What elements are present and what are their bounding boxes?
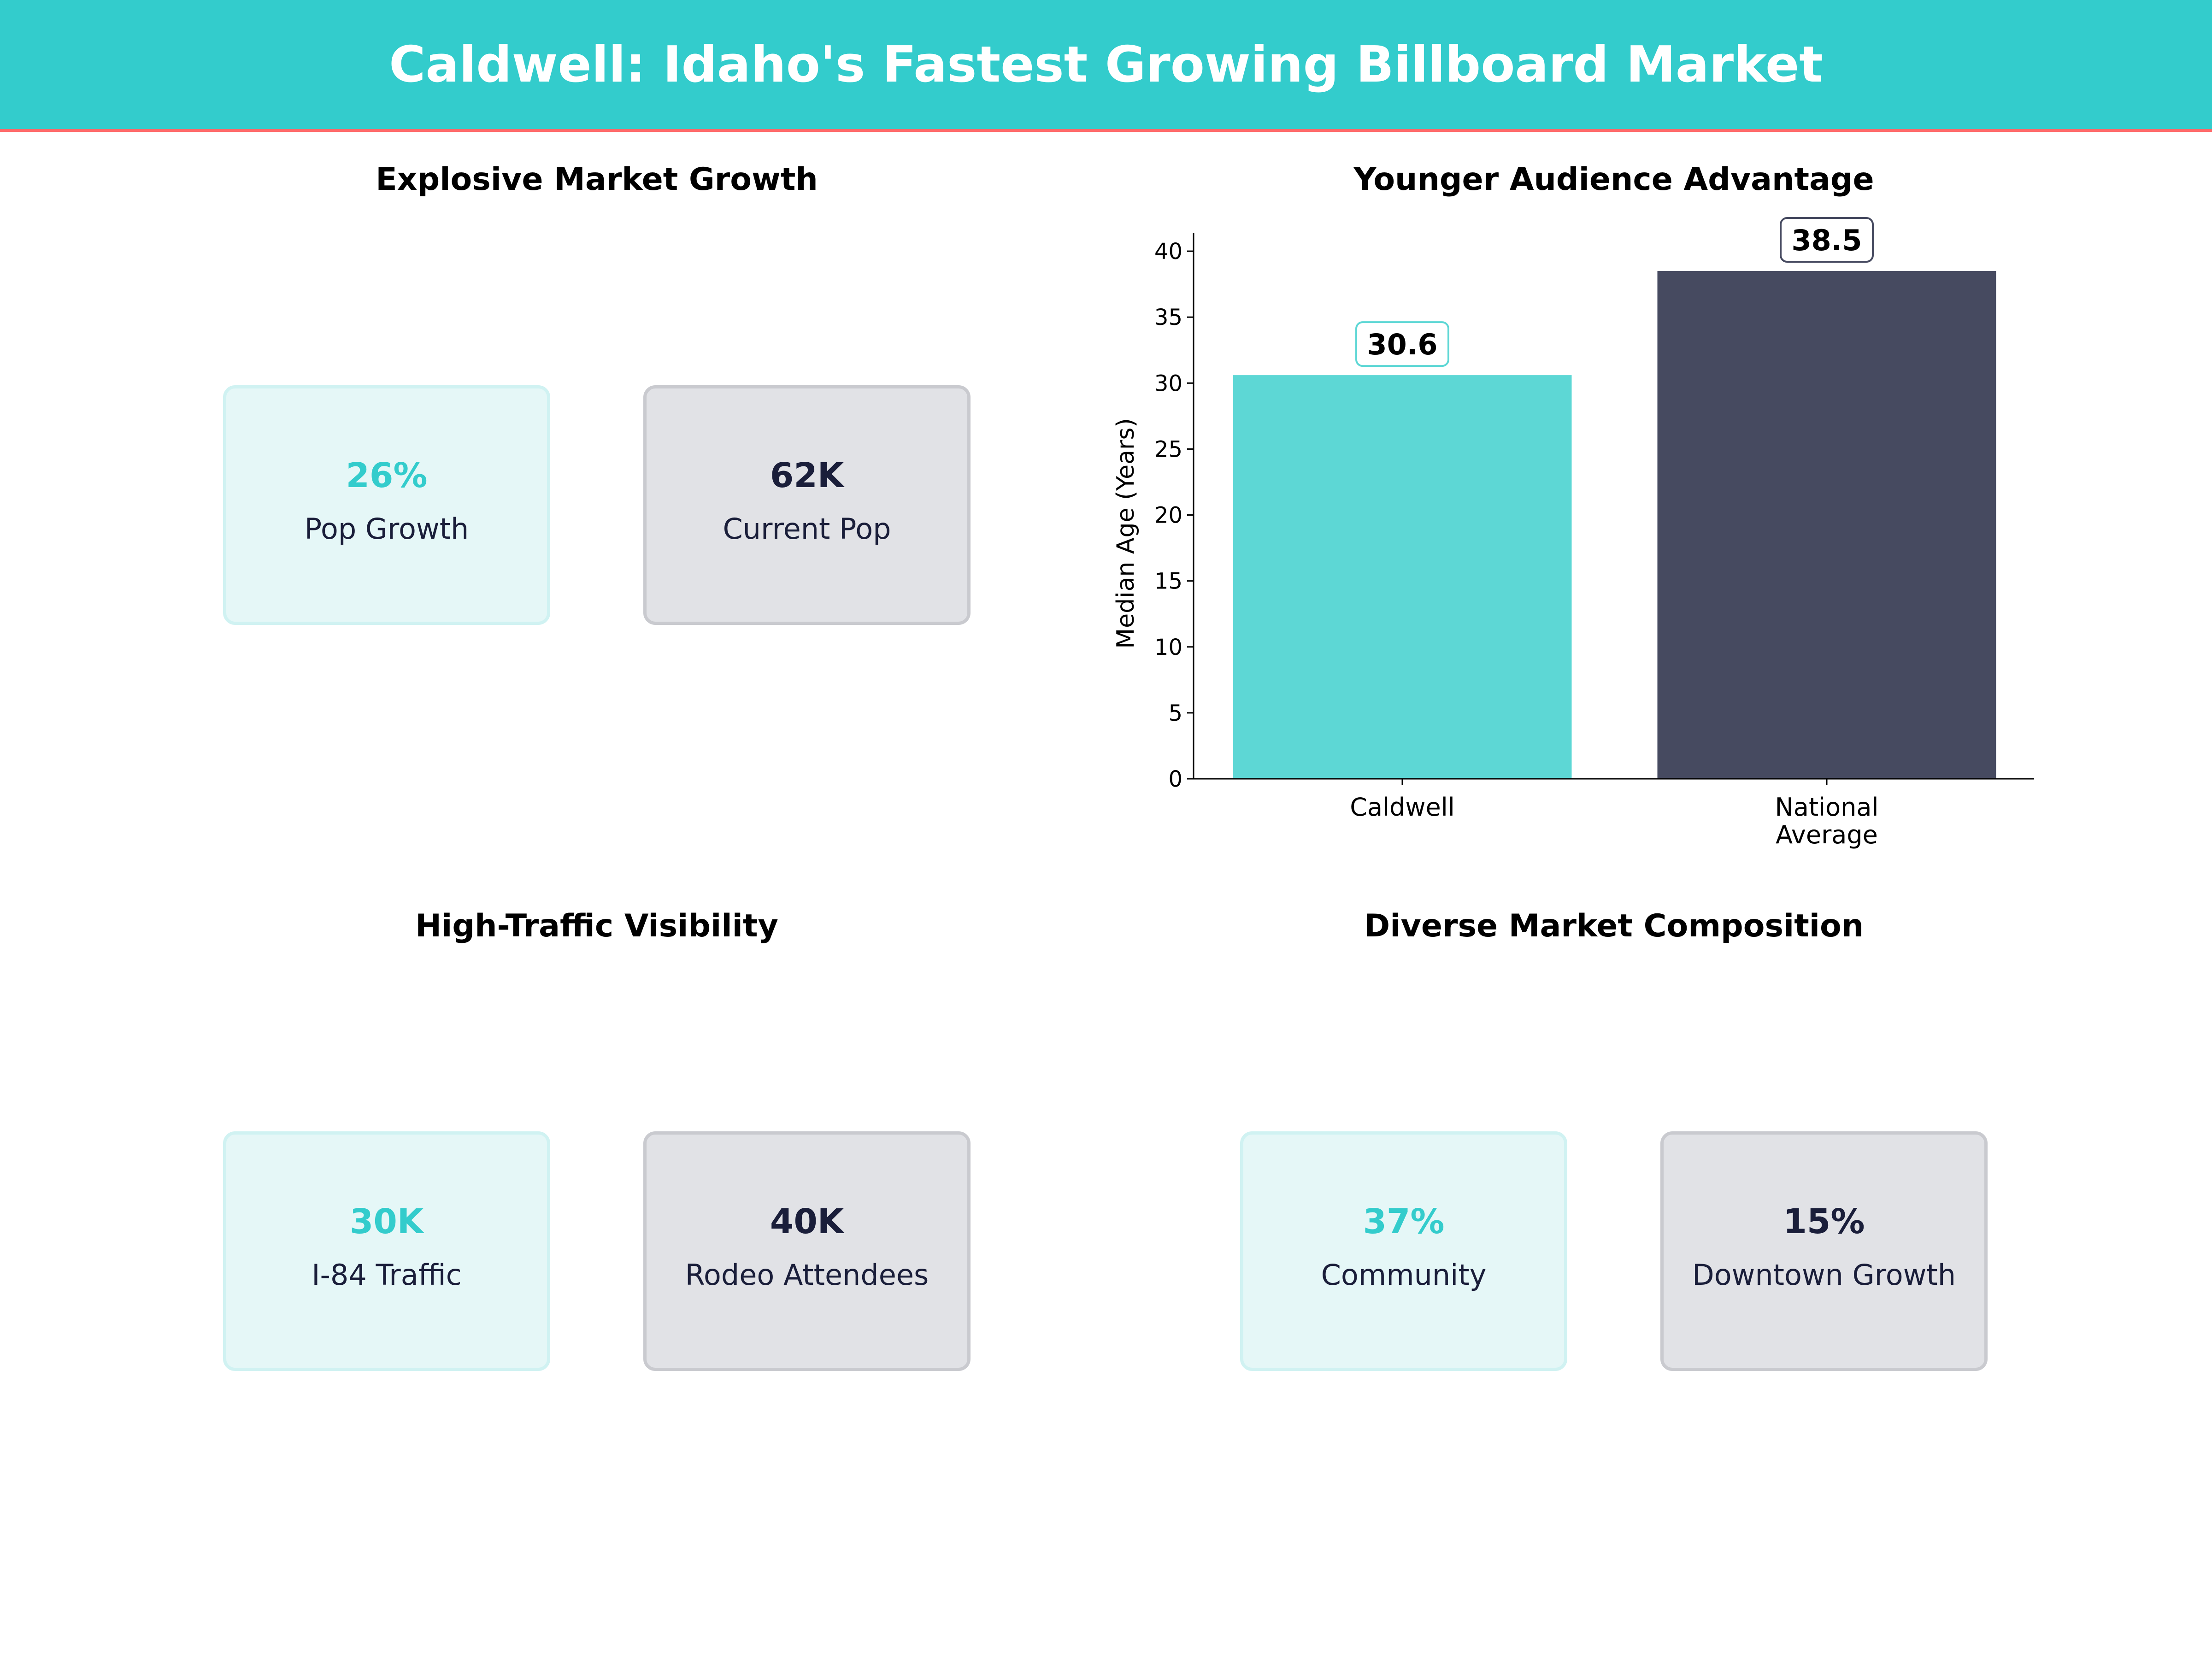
y-tick-label: 15: [1154, 569, 1182, 594]
y-tick-label: 35: [1154, 305, 1182, 330]
x-tick-label: National: [1775, 793, 1878, 822]
card-label: Downtown Growth: [1692, 1258, 1956, 1292]
bar-national-average: [1657, 271, 1996, 779]
current-pop-card: 62K Current Pop: [643, 385, 971, 625]
growth-panel-title: Explosive Market Growth: [376, 161, 818, 198]
bar-caldwell: [1233, 375, 1572, 779]
y-tick-label: 10: [1154, 635, 1182, 660]
card-value: 15%: [1783, 1201, 1865, 1241]
i84-traffic-card: 30K I-84 Traffic: [223, 1131, 550, 1371]
y-axis-label: Median Age (Years): [1112, 418, 1140, 649]
y-tick-label: 30: [1154, 371, 1182, 396]
card-value: 30K: [349, 1201, 424, 1241]
card-label: Rodeo Attendees: [685, 1258, 929, 1292]
y-tick-label: 5: [1168, 700, 1182, 726]
y-tick-label: 0: [1168, 766, 1182, 792]
card-label: I-84 Traffic: [312, 1258, 462, 1292]
header-banner: Caldwell: Idaho's Fastest Growing Billbo…: [0, 0, 2212, 132]
data-label: 30.6: [1367, 328, 1438, 361]
card-value: 40K: [770, 1201, 844, 1241]
composition-panel-title: Diverse Market Composition: [1364, 908, 1864, 944]
traffic-panel-title: High-Traffic Visibility: [415, 908, 778, 944]
y-tick-label: 20: [1154, 503, 1182, 529]
x-tick-label: Caldwell: [1350, 793, 1454, 822]
chart-title: Younger Audience Advantage: [1353, 161, 1874, 198]
y-tick-label: 40: [1154, 239, 1182, 265]
card-value: 37%: [1363, 1201, 1445, 1241]
y-tick-label: 25: [1154, 436, 1182, 462]
card-label: Community: [1321, 1258, 1487, 1292]
downtown-growth-card: 15% Downtown Growth: [1660, 1131, 1988, 1371]
data-label-box: [1780, 217, 1874, 263]
data-label-box: [1355, 321, 1449, 367]
community-card: 37% Community: [1240, 1131, 1567, 1371]
data-label: 38.5: [1792, 224, 1862, 257]
pop-growth-card: 26% Pop Growth: [223, 385, 550, 625]
page-title: Caldwell: Idaho's Fastest Growing Billbo…: [389, 35, 1823, 94]
card-value: 62K: [770, 455, 844, 495]
card-value: 26%: [346, 455, 428, 495]
x-tick-label: Average: [1776, 820, 1878, 849]
rodeo-attendees-card: 40K Rodeo Attendees: [643, 1131, 971, 1371]
card-label: Current Pop: [723, 512, 891, 546]
card-label: Pop Growth: [304, 512, 469, 546]
